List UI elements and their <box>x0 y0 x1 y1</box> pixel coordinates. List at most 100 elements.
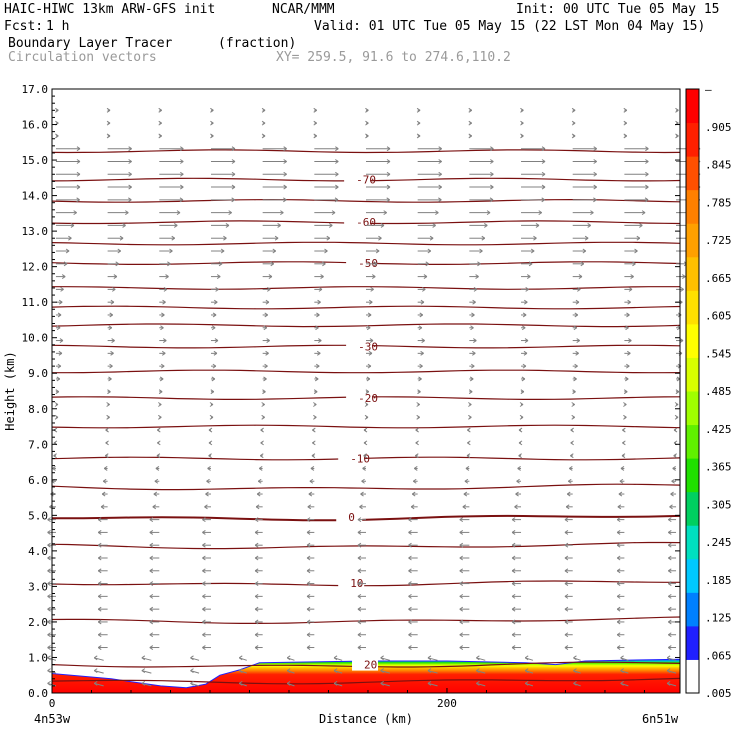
vector-arrowhead <box>202 619 206 623</box>
y-tick-label: 3.0 <box>28 580 48 593</box>
vector-arrowhead <box>469 376 474 380</box>
vector-arrowhead <box>97 608 102 612</box>
vector-arrowhead <box>111 288 116 292</box>
vector-arrowhead <box>578 274 583 278</box>
vector-arrowhead <box>320 276 324 280</box>
temperature-contour <box>51 541 681 550</box>
vector-arrowhead <box>468 120 473 124</box>
vector-arrowhead <box>673 453 677 457</box>
vector-arrowhead <box>570 455 574 459</box>
vector-arrowhead <box>625 363 630 367</box>
vector-arrowhead <box>202 544 206 548</box>
vector-arrowhead <box>335 148 339 152</box>
vector-arrowhead <box>254 632 259 636</box>
vector-arrowhead <box>314 376 319 380</box>
vector-arrowhead <box>573 680 577 684</box>
vector-arrowhead <box>357 634 362 638</box>
contour-label-bg <box>346 256 373 270</box>
vector-arrowhead <box>357 517 362 521</box>
vector-arrowhead <box>616 555 621 559</box>
circulation-vector <box>427 657 438 661</box>
vector-arrowhead <box>408 619 412 623</box>
vector-arrowhead <box>511 542 516 546</box>
vector-arrowhead <box>623 402 627 405</box>
vector-arrowhead <box>208 440 213 444</box>
vector-arrowhead <box>357 645 362 648</box>
vector-arrowhead <box>286 682 291 686</box>
vector-arrowhead <box>628 286 633 290</box>
colorbar-segment <box>686 424 699 459</box>
vector-arrowhead <box>65 248 70 252</box>
vector-arrowhead <box>70 225 75 228</box>
vector-arrowhead <box>423 276 428 280</box>
vector-arrowhead <box>149 634 154 638</box>
vector-arrowhead <box>408 621 412 625</box>
vector-arrowhead <box>386 159 391 162</box>
vector-arrowhead <box>47 606 51 610</box>
vector-arrowhead <box>52 466 56 469</box>
vector-arrowhead <box>674 402 679 405</box>
vector-arrowhead <box>429 235 434 239</box>
vector-arrowhead <box>634 248 638 252</box>
colorbar-label: .545 <box>705 347 732 360</box>
vector-arrowhead <box>408 595 412 599</box>
vector-arrowhead <box>264 365 268 369</box>
vector-arrowhead <box>523 299 528 303</box>
vector-arrowhead <box>427 657 432 661</box>
vector-arrowhead <box>306 519 311 523</box>
vector-arrowhead <box>616 570 621 574</box>
vector-arrowhead <box>149 632 154 636</box>
vector-arrowhead <box>255 506 260 510</box>
vector-arrowhead <box>283 171 287 175</box>
vector-arrowhead <box>366 378 371 382</box>
vector-arrowhead <box>564 593 569 597</box>
vector-arrowhead <box>223 237 227 241</box>
vector-arrowhead <box>514 506 518 510</box>
vector-arrowhead <box>541 197 545 201</box>
vector-arrowhead <box>101 491 106 495</box>
vector-arrowhead <box>280 212 284 216</box>
vector-arrowhead <box>128 173 132 177</box>
vector-arrowhead <box>564 544 569 548</box>
vector-arrowhead <box>212 365 217 369</box>
vector-arrowhead <box>365 122 369 126</box>
field1-name: Boundary Layer Tracer <box>8 36 173 51</box>
vector-arrowhead <box>575 350 579 354</box>
vector-arrowhead <box>266 288 271 292</box>
vector-arrowhead <box>438 159 442 162</box>
temperature-contour <box>51 323 681 328</box>
vector-arrowhead <box>254 531 259 535</box>
vector-arrowhead <box>76 186 81 190</box>
temperature-contour <box>51 677 681 685</box>
vector-arrowhead <box>180 184 184 188</box>
colorbar-segment <box>686 491 699 526</box>
vector-arrowhead <box>564 568 569 572</box>
vector-arrowhead <box>682 276 686 280</box>
vector-arrowhead <box>262 389 266 393</box>
x-axis-label: Distance (km) <box>319 712 413 726</box>
vector-arrowhead <box>616 608 621 612</box>
vector-arrowhead <box>209 404 214 407</box>
vector-arrowhead <box>616 632 621 636</box>
vector-arrowhead <box>93 680 98 684</box>
vector-arrowhead <box>47 670 51 674</box>
vector-arrowhead <box>180 159 184 162</box>
vector-arrowhead <box>593 159 597 162</box>
vector-arrowhead <box>593 173 597 177</box>
vector-arrowhead <box>254 529 259 533</box>
vector-arrowhead <box>618 493 623 497</box>
vector-arrowhead <box>520 120 524 124</box>
vector-arrowhead <box>408 645 412 648</box>
vector-arrowhead <box>264 363 268 367</box>
vector-arrowhead <box>577 288 581 292</box>
vector-arrowhead <box>479 248 483 252</box>
vector-arrowhead <box>335 173 339 177</box>
vector-arrowhead <box>56 325 61 329</box>
vector-arrowhead <box>160 325 164 329</box>
vector-arrowhead <box>475 276 479 280</box>
vector-arrowhead <box>476 680 480 684</box>
vector-arrowhead <box>158 109 162 113</box>
vector-arrowhead <box>538 210 543 214</box>
vector-arrowhead <box>524 670 529 674</box>
vector-arrowhead <box>190 680 194 684</box>
